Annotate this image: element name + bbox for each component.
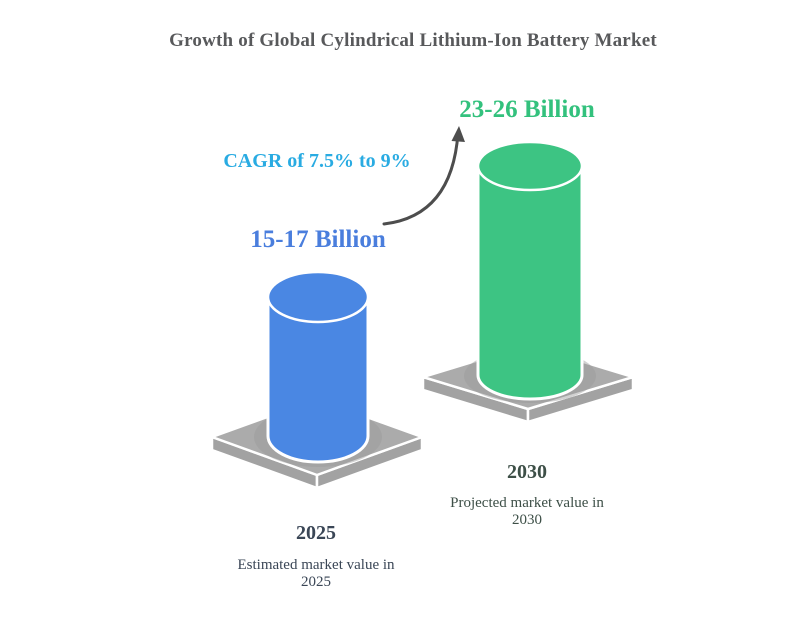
growth-arrow-icon [382, 126, 465, 226]
year-label-2025: 2025 [296, 522, 336, 544]
value-label-2030: 23-26 Billion [459, 96, 595, 123]
caption-2025: Estimated market value in 2025 [237, 557, 395, 590]
value-label-2025: 15-17 Billion [250, 226, 386, 253]
cylinder-2030 [476, 140, 584, 401]
cylinder-2025 [266, 269, 370, 464]
caption-2030: Projected market value in 2030 [450, 495, 604, 528]
cagr-annotation: CAGR of 7.5% to 9% [223, 150, 411, 172]
growth-arrow-curve [382, 131, 460, 226]
cylinder-2030-top [476, 140, 584, 192]
cylinder-2025-top [266, 270, 370, 324]
chart-title: Growth of Global Cylindrical Lithium-Ion… [169, 30, 657, 51]
growth-arrow-head [451, 126, 465, 142]
year-label-2030: 2030 [507, 461, 547, 483]
